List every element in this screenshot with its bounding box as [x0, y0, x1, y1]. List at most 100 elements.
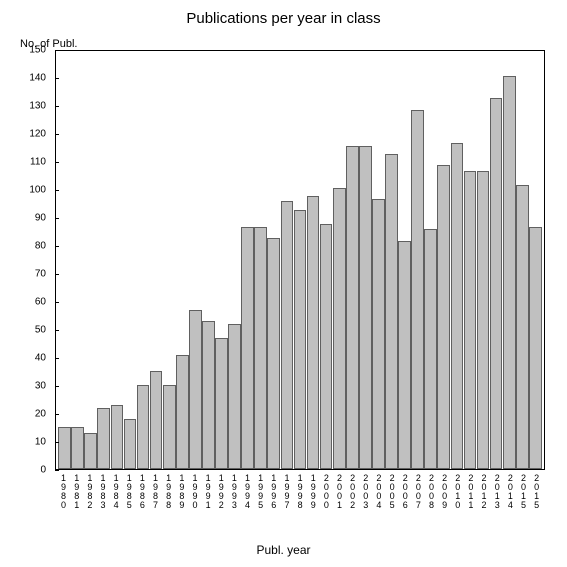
bar — [477, 171, 490, 469]
bar — [241, 227, 254, 469]
x-tick-label: 2006 — [399, 472, 412, 510]
y-tick-mark — [55, 330, 59, 331]
y-tick-label: 0 — [40, 465, 46, 476]
x-tick-label: 1987 — [149, 472, 162, 510]
x-tick-label: 1998 — [294, 472, 307, 510]
plot-area — [55, 50, 545, 470]
y-tick-mark — [55, 302, 59, 303]
chart-container: Publications per year in class No. of Pu… — [0, 0, 567, 567]
x-tick-label: 2009 — [438, 472, 451, 510]
bar — [411, 110, 424, 469]
y-tick-mark — [55, 246, 59, 247]
bar — [503, 76, 516, 469]
x-tick-label: 1982 — [83, 472, 96, 510]
x-tick-label: 1994 — [241, 472, 254, 510]
x-tick-label: 1991 — [202, 472, 215, 510]
x-tick-label: 2003 — [359, 472, 372, 510]
bar — [202, 321, 215, 469]
y-tick-mark — [55, 78, 59, 79]
bar — [163, 385, 176, 469]
y-tick-label: 110 — [30, 157, 46, 168]
bar — [124, 419, 137, 469]
bar — [529, 227, 542, 469]
x-tick-label: 1984 — [110, 472, 123, 510]
y-tick-mark — [55, 274, 59, 275]
bar — [424, 229, 437, 469]
y-tick-mark — [55, 218, 59, 219]
y-tick-mark — [55, 470, 59, 471]
x-tick-label: 1988 — [162, 472, 175, 510]
x-tick-label: 1985 — [123, 472, 136, 510]
bar — [333, 188, 346, 469]
y-tick-mark — [55, 50, 59, 51]
x-tick-label: 2001 — [333, 472, 346, 510]
y-tick-mark — [55, 386, 59, 387]
bar — [111, 405, 124, 469]
x-tick-label: 1983 — [96, 472, 109, 510]
x-tick-label: 1981 — [70, 472, 83, 510]
x-tick-label: 1992 — [215, 472, 228, 510]
bar — [84, 433, 97, 469]
bar — [267, 238, 280, 469]
y-tick-mark — [55, 162, 59, 163]
bar — [398, 241, 411, 470]
bar — [437, 165, 450, 469]
x-tick-label: 1993 — [228, 472, 241, 510]
y-tick-label: 150 — [29, 45, 46, 56]
bar — [516, 185, 529, 469]
x-tick-label: 1990 — [188, 472, 201, 510]
y-tick-label: 80 — [35, 241, 46, 252]
bar — [451, 143, 464, 469]
y-tick-mark — [55, 106, 59, 107]
bar — [307, 196, 320, 469]
x-tick-label: 2013 — [491, 472, 504, 510]
y-tick-label: 50 — [35, 325, 46, 336]
y-tick-label: 10 — [35, 437, 46, 448]
bar — [189, 310, 202, 469]
bar — [97, 408, 110, 469]
x-tick-label: 2004 — [372, 472, 385, 510]
x-tick-label: 1995 — [254, 472, 267, 510]
bar — [137, 385, 150, 469]
bar — [372, 199, 385, 469]
bar — [490, 98, 503, 469]
x-axis-label: Publ. year — [0, 543, 567, 557]
y-tick-label: 60 — [35, 297, 46, 308]
y-tick-label: 140 — [29, 73, 46, 84]
bar — [294, 210, 307, 469]
bar — [464, 171, 477, 469]
x-tick-label: 2014 — [504, 472, 517, 510]
x-tick-label: 1996 — [267, 472, 280, 510]
bar — [359, 146, 372, 469]
bar — [385, 154, 398, 469]
x-tick-label: 2005 — [386, 472, 399, 510]
bar — [176, 355, 189, 469]
x-tick-label: 2010 — [451, 472, 464, 510]
y-tick-label: 120 — [29, 129, 46, 140]
y-tick-label: 90 — [35, 213, 46, 224]
bar — [320, 224, 333, 469]
y-tick-mark — [55, 442, 59, 443]
x-tick-label: 1980 — [57, 472, 70, 510]
x-tick-label: 1997 — [280, 472, 293, 510]
y-tick-label: 40 — [35, 353, 46, 364]
y-tick-mark — [55, 414, 59, 415]
x-tick-label: 2015 — [530, 472, 543, 510]
y-ticks: 0102030405060708090100110120130140150 — [0, 50, 52, 470]
bar — [150, 371, 163, 469]
bars-group — [56, 51, 544, 469]
bar — [346, 146, 359, 469]
x-tick-label: 2007 — [412, 472, 425, 510]
bar — [58, 427, 71, 469]
y-tick-label: 130 — [29, 101, 46, 112]
x-tick-label: 1989 — [175, 472, 188, 510]
chart-title: Publications per year in class — [0, 0, 567, 27]
y-tick-label: 20 — [35, 409, 46, 420]
y-tick-mark — [55, 134, 59, 135]
x-tick-label: 1986 — [136, 472, 149, 510]
x-tick-label: 2002 — [346, 472, 359, 510]
bar — [254, 227, 267, 469]
bar — [228, 324, 241, 469]
y-tick-label: 30 — [35, 381, 46, 392]
x-tick-label: 2015 — [517, 472, 530, 510]
